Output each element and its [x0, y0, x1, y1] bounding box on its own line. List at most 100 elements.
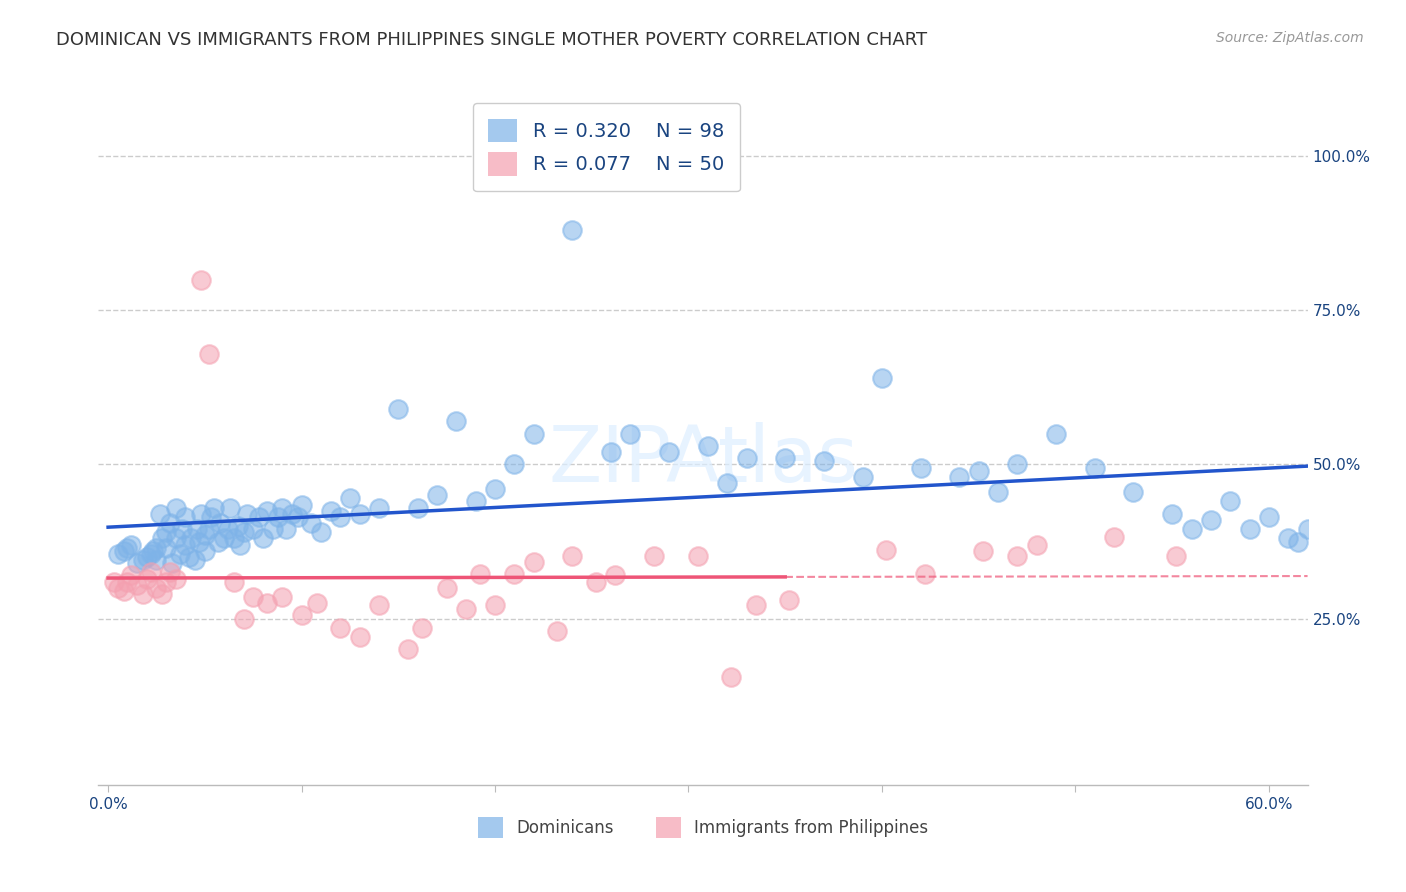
Point: [117, 541, 139, 555]
Point: [222, 532, 245, 546]
Point: [217, 522, 239, 536]
Point: [436, 581, 458, 595]
Point: [174, 509, 197, 524]
Point: [305, 596, 328, 610]
Point: [948, 470, 970, 484]
Point: [112, 583, 135, 598]
Point: [561, 549, 583, 563]
Point: [135, 572, 157, 586]
Point: [1277, 532, 1299, 546]
Point: [186, 522, 208, 536]
Point: [1161, 507, 1184, 521]
Point: [207, 534, 229, 549]
Point: [252, 532, 274, 546]
Point: [290, 608, 312, 623]
Point: [603, 568, 626, 582]
Point: [1296, 522, 1319, 536]
Point: [720, 670, 742, 684]
Point: [546, 624, 568, 638]
Point: [145, 581, 167, 595]
Point: [716, 475, 738, 490]
Point: [773, 451, 796, 466]
Point: [212, 532, 235, 546]
Point: [256, 504, 278, 518]
Point: [396, 642, 419, 657]
Point: [735, 451, 758, 466]
Point: [127, 556, 149, 570]
Text: ZIPAtlas: ZIPAtlas: [548, 422, 858, 498]
Point: [319, 504, 342, 518]
Point: [600, 445, 623, 459]
Point: [1257, 509, 1279, 524]
Point: [107, 581, 129, 595]
Point: [132, 553, 155, 567]
Point: [120, 568, 142, 582]
Point: [329, 509, 352, 524]
Point: [468, 567, 491, 582]
Point: [188, 534, 211, 549]
Point: [197, 346, 219, 360]
Point: [696, 439, 718, 453]
Point: [1122, 485, 1144, 500]
Point: [103, 574, 125, 589]
Point: [135, 549, 157, 564]
Point: [281, 507, 304, 521]
Point: [523, 555, 546, 569]
Point: [194, 543, 217, 558]
Point: [236, 507, 259, 521]
Point: [1164, 549, 1187, 563]
Point: [267, 509, 290, 524]
Point: [411, 621, 433, 635]
Point: [406, 500, 429, 515]
Point: [165, 532, 187, 546]
Point: [454, 602, 477, 616]
Point: [112, 543, 135, 558]
Point: [222, 574, 245, 589]
Point: [180, 532, 202, 546]
Point: [339, 491, 361, 506]
Point: [226, 519, 249, 533]
Point: [204, 500, 226, 515]
Point: [349, 507, 371, 521]
Point: [194, 528, 217, 542]
Point: [1180, 522, 1202, 536]
Point: [503, 567, 526, 582]
Point: [274, 522, 297, 536]
Point: [145, 541, 167, 555]
Point: [503, 458, 526, 472]
Point: [329, 621, 352, 635]
Point: [197, 522, 219, 536]
Point: [117, 574, 139, 589]
Point: [1286, 534, 1309, 549]
Point: [299, 516, 322, 530]
Point: [159, 516, 181, 530]
Point: [271, 590, 294, 604]
Point: [139, 566, 162, 580]
Point: [242, 590, 264, 604]
Point: [914, 567, 936, 582]
Point: [219, 500, 242, 515]
Point: [1239, 522, 1261, 536]
Point: [778, 593, 800, 607]
Point: [262, 522, 284, 536]
Point: [190, 272, 212, 286]
Point: [271, 500, 294, 515]
Point: [561, 223, 583, 237]
Text: DOMINICAN VS IMMIGRANTS FROM PHILIPPINES SINGLE MOTHER POVERTY CORRELATION CHART: DOMINICAN VS IMMIGRANTS FROM PHILIPPINES…: [56, 31, 928, 49]
Point: [169, 547, 191, 561]
Point: [190, 507, 212, 521]
Point: [228, 538, 250, 552]
Point: [232, 525, 254, 540]
Point: [170, 522, 193, 536]
Point: [1219, 494, 1241, 508]
Point: [1025, 538, 1047, 552]
Point: [145, 553, 167, 567]
Point: [150, 587, 173, 601]
Point: [643, 549, 665, 563]
Point: [745, 598, 768, 612]
Point: [149, 507, 172, 521]
Point: [972, 543, 994, 558]
Point: [159, 566, 181, 580]
Point: [184, 553, 207, 567]
Point: [875, 542, 897, 557]
